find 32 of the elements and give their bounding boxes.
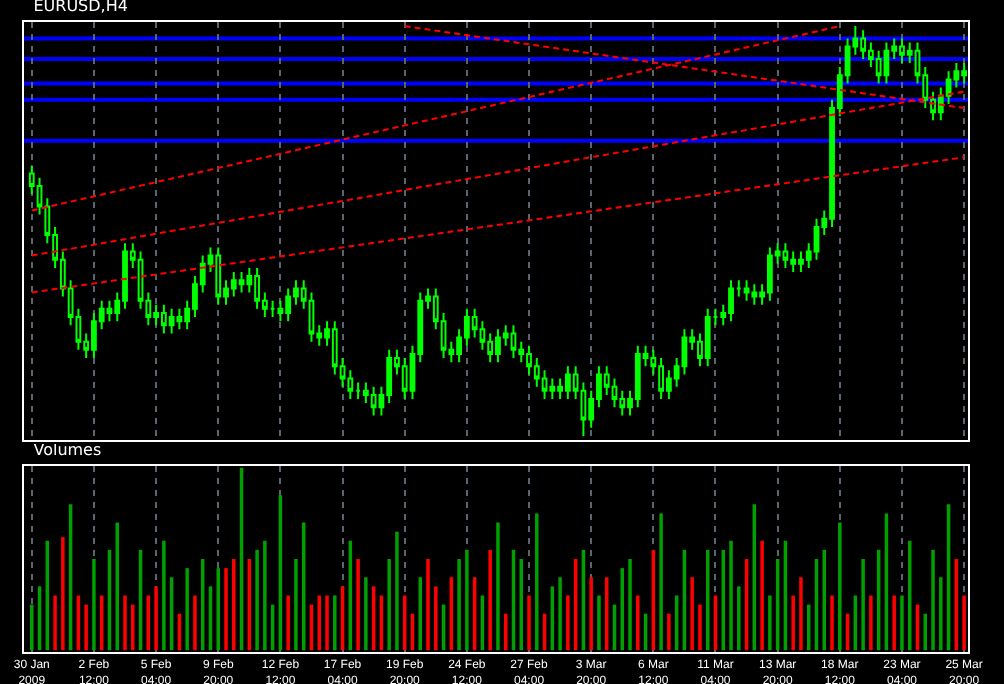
candlestick: [658, 357, 664, 401]
candlestick: [106, 299, 113, 323]
candlestick: [899, 37, 905, 64]
candlestick: [875, 49, 882, 85]
candlestick: [215, 246, 222, 306]
candlestick: [168, 307, 175, 335]
candlestick: [230, 270, 237, 298]
candlestick: [160, 303, 167, 335]
candlestick: [549, 377, 556, 401]
candlestick: [798, 250, 804, 273]
candlestick: [728, 279, 734, 323]
candlestick: [285, 287, 292, 323]
candlestick: [860, 29, 867, 60]
chart-title: EURUSD,H4: [33, 0, 128, 16]
candlestick: [743, 279, 750, 302]
candlestick: [370, 385, 377, 417]
candlestick: [766, 246, 773, 302]
candlestick: [704, 307, 711, 368]
candlestick: [269, 299, 276, 319]
candlestick: [634, 344, 641, 409]
candlestick: [176, 307, 183, 331]
candlestick: [751, 283, 758, 306]
candlestick: [813, 217, 820, 261]
candlestick: [790, 250, 797, 273]
candlestick: [238, 270, 245, 294]
candlestick: [883, 41, 890, 85]
candlestick: [564, 365, 571, 401]
candlestick: [510, 324, 517, 360]
candlestick: [495, 328, 501, 364]
candlestick: [782, 242, 789, 269]
candlestick: [254, 266, 260, 310]
candlestick: [961, 61, 968, 85]
